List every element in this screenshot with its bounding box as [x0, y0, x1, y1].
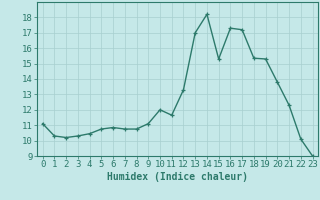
X-axis label: Humidex (Indice chaleur): Humidex (Indice chaleur) — [107, 172, 248, 182]
